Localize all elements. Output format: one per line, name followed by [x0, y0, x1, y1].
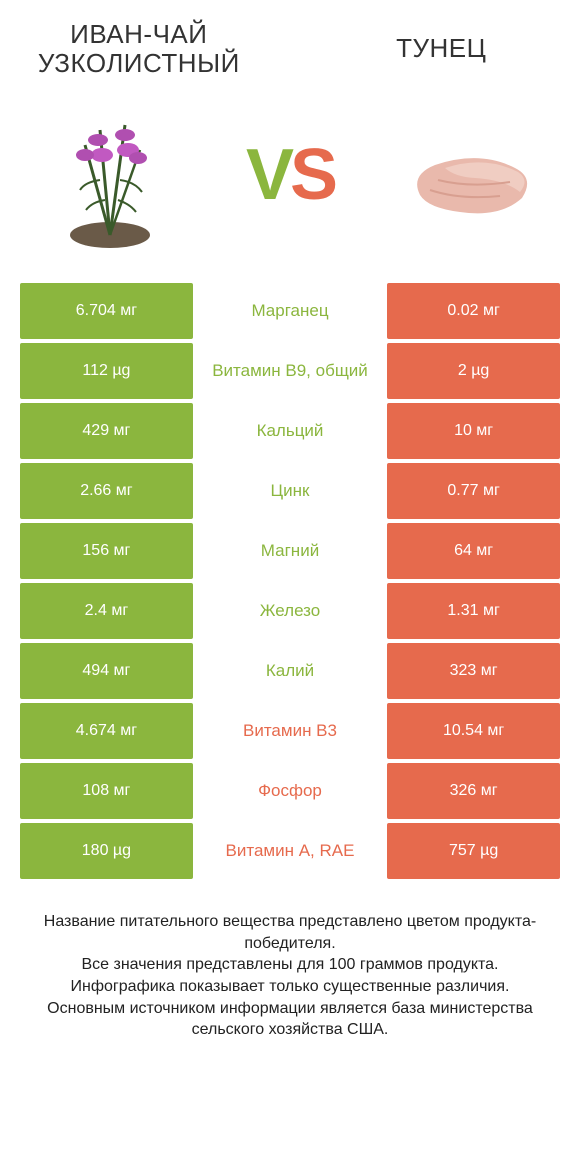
table-row: 108 мгФосфор326 мг	[20, 763, 560, 819]
right-value-cell: 0.02 мг	[387, 283, 560, 339]
left-value-cell: 4.674 мг	[20, 703, 193, 759]
table-row: 494 мгКалий323 мг	[20, 643, 560, 699]
table-row: 112 µgВитамин B9, общий2 µg	[20, 343, 560, 399]
nutrient-name-cell: Фосфор	[193, 763, 387, 819]
nutrient-name-cell: Кальций	[193, 403, 387, 459]
right-value-cell: 64 мг	[387, 523, 560, 579]
nutrient-name-cell: Витамин B9, общий	[193, 343, 387, 399]
hero-row: VS	[20, 85, 560, 265]
nutrient-name-cell: Витамин B3	[193, 703, 387, 759]
right-product-image	[380, 95, 560, 255]
left-product-title: Иван-чай узколистный	[20, 20, 258, 77]
right-value-cell: 2 µg	[387, 343, 560, 399]
right-value-cell: 1.31 мг	[387, 583, 560, 639]
table-row: 429 мгКальций10 мг	[20, 403, 560, 459]
table-row: 2.66 мгЦинк0.77 мг	[20, 463, 560, 519]
footer-line: Название питательного вещества представл…	[30, 911, 550, 954]
left-value-cell: 494 мг	[20, 643, 193, 699]
left-value-cell: 2.4 мг	[20, 583, 193, 639]
right-product-title: Тунец	[322, 34, 560, 63]
footer-notes: Название питательного вещества представл…	[20, 911, 560, 1041]
right-value-cell: 326 мг	[387, 763, 560, 819]
table-row: 156 мгМагний64 мг	[20, 523, 560, 579]
vs-label: VS	[246, 139, 334, 211]
right-value-cell: 10.54 мг	[387, 703, 560, 759]
table-row: 2.4 мгЖелезо1.31 мг	[20, 583, 560, 639]
fireweed-plant-icon	[30, 100, 190, 250]
table-row: 4.674 мгВитамин B310.54 мг	[20, 703, 560, 759]
tuna-meat-icon	[390, 100, 550, 250]
nutrient-name-cell: Магний	[193, 523, 387, 579]
left-value-cell: 6.704 мг	[20, 283, 193, 339]
nutrient-name-cell: Железо	[193, 583, 387, 639]
left-value-cell: 429 мг	[20, 403, 193, 459]
comparison-table: 6.704 мгМарганец0.02 мг112 µgВитамин B9,…	[20, 283, 560, 879]
left-value-cell: 156 мг	[20, 523, 193, 579]
table-row: 180 µgВитамин A, RAE757 µg	[20, 823, 560, 879]
vs-s: S	[290, 135, 334, 215]
left-value-cell: 180 µg	[20, 823, 193, 879]
right-value-cell: 323 мг	[387, 643, 560, 699]
right-value-cell: 10 мг	[387, 403, 560, 459]
left-product-image	[20, 95, 200, 255]
footer-line: Основным источником информации является …	[30, 998, 550, 1041]
right-value-cell: 0.77 мг	[387, 463, 560, 519]
footer-line: Все значения представлены для 100 граммо…	[30, 954, 550, 976]
nutrient-name-cell: Витамин A, RAE	[193, 823, 387, 879]
table-row: 6.704 мгМарганец0.02 мг	[20, 283, 560, 339]
vs-v: V	[246, 135, 290, 215]
right-value-cell: 757 µg	[387, 823, 560, 879]
left-value-cell: 112 µg	[20, 343, 193, 399]
nutrient-name-cell: Цинк	[193, 463, 387, 519]
left-value-cell: 2.66 мг	[20, 463, 193, 519]
footer-line: Инфографика показывает только существенн…	[30, 976, 550, 998]
left-value-cell: 108 мг	[20, 763, 193, 819]
nutrient-name-cell: Марганец	[193, 283, 387, 339]
nutrient-name-cell: Калий	[193, 643, 387, 699]
